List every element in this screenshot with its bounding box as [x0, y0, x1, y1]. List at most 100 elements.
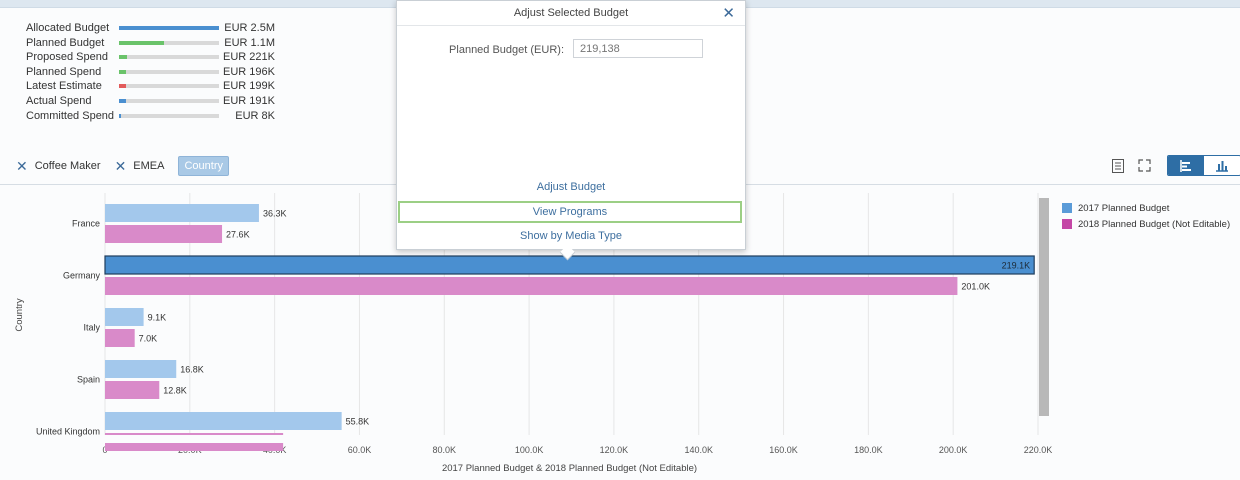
- x-tick-label: 200.0K: [939, 445, 968, 455]
- data-label: 55.8K: [346, 417, 370, 427]
- data-label: 16.8K: [180, 365, 204, 375]
- data-label: 219.1K: [1002, 261, 1031, 271]
- x-tick-label: 220.0K: [1024, 445, 1053, 455]
- table-view-button[interactable]: [1105, 156, 1131, 176]
- data-label: 7.0K: [139, 334, 158, 344]
- summary-label: Committed Spend: [26, 109, 115, 122]
- bar-2017-germany[interactable]: [104, 255, 1035, 275]
- bar-2018-spain[interactable]: [105, 381, 160, 399]
- filter-chip-label: EMEA: [133, 160, 165, 172]
- summary-bar-fill: [119, 40, 164, 45]
- summary-bar: [119, 113, 219, 118]
- summary-row: Planned Budget EUR 1.1M: [26, 36, 286, 51]
- legend-item[interactable]: 2018 Planned Budget (Not Editable): [1062, 216, 1230, 232]
- summary-bar: [119, 84, 219, 89]
- category-label: France: [72, 219, 100, 229]
- bar-2018-italy[interactable]: [105, 329, 135, 347]
- summary-bar: [119, 69, 219, 74]
- category-label: Italy: [83, 323, 100, 333]
- horizontal-bar-icon: [1180, 159, 1191, 172]
- budget-summary-panel: Allocated Budget EUR 2.5M Planned Budget E…: [26, 21, 286, 123]
- vertical-bar-icon: [1216, 160, 1228, 172]
- summary-bar-fill: [119, 98, 126, 103]
- bar-2018-france[interactable]: [105, 225, 223, 243]
- category-label: Spain: [77, 375, 100, 385]
- drilldown-chip-country[interactable]: Country: [178, 156, 230, 176]
- x-tick-label: 80.0K: [433, 445, 457, 455]
- summary-label: Proposed Spend: [26, 51, 108, 64]
- summary-value: EUR 2.5M: [224, 22, 275, 34]
- legend-label: 2018 Planned Budget (Not Editable): [1078, 218, 1231, 230]
- plot-clip-mask: [105, 435, 1040, 443]
- data-label: 12.8K: [163, 386, 187, 396]
- summary-label: Planned Budget: [26, 36, 105, 49]
- chart-scrollbar[interactable]: [1039, 198, 1049, 416]
- summary-label: Latest Estimate: [26, 80, 102, 93]
- summary-row: Allocated Budget EUR 2.5M: [26, 21, 286, 36]
- filter-chip-coffee-maker[interactable]: ✕ Coffee Maker: [16, 159, 101, 173]
- legend-swatch: [1062, 219, 1072, 229]
- bar-2017-spain[interactable]: [105, 360, 177, 378]
- summary-bar: [119, 98, 219, 103]
- table-icon: [1112, 158, 1124, 173]
- category-label: Germany: [63, 271, 101, 281]
- filter-chip-emea[interactable]: ✕ EMEA: [115, 159, 165, 173]
- fullscreen-button[interactable]: [1131, 156, 1157, 176]
- budget-bar-chart: 020.0K40.0K60.0K80.0K100.0K120.0K140.0K1…: [14, 193, 1053, 474]
- summary-row: Committed Spend EUR 8K: [26, 109, 286, 124]
- filter-chip-label: Coffee Maker: [34, 160, 101, 172]
- summary-row: Proposed Spend EUR 221K: [26, 50, 286, 65]
- x-tick-label: 180.0K: [854, 445, 883, 455]
- bar-2017-italy[interactable]: [105, 308, 144, 326]
- x-tick-label: 160.0K: [769, 445, 798, 455]
- expand-icon: [1137, 159, 1151, 172]
- remove-filter-icon[interactable]: ✕: [16, 158, 28, 174]
- summary-bar: [119, 55, 219, 60]
- chart-legend: 2017 Planned Budget 2018 Planned Budget …: [1062, 200, 1230, 232]
- legend-item[interactable]: 2017 Planned Budget: [1062, 200, 1230, 216]
- x-tick-label: 120.0K: [600, 445, 629, 455]
- adjust-budget-action[interactable]: Adjust Budget: [536, 181, 606, 193]
- summary-value: EUR 221K: [223, 51, 275, 64]
- view-toolbar: [1105, 155, 1240, 176]
- summary-bar: [119, 26, 219, 30]
- summary-value: EUR 191K: [223, 94, 275, 107]
- close-icon[interactable]: ✕: [722, 5, 735, 22]
- bar-2017-united-kingdom[interactable]: [105, 412, 342, 430]
- legend-label: 2017 Planned Budget: [1078, 202, 1170, 214]
- adjust-budget-popover: Adjust Selected Budget ✕ Planned Budget …: [396, 0, 746, 261]
- summary-value: EUR 199K: [223, 80, 275, 93]
- y-axis-title: Country: [14, 298, 25, 332]
- x-tick-label: 60.0K: [348, 445, 372, 455]
- horizontal-bar-button[interactable]: [1168, 156, 1204, 175]
- data-label: 201.0K: [961, 282, 990, 292]
- summary-row: Planned Spend EUR 196K: [26, 65, 286, 80]
- x-tick-label: 140.0K: [684, 445, 713, 455]
- show-by-media-type-action[interactable]: Show by Media Type: [520, 230, 622, 242]
- summary-value: EUR 8K: [235, 109, 275, 122]
- remove-filter-icon[interactable]: ✕: [114, 158, 127, 174]
- summary-bar-fill: [119, 26, 219, 30]
- data-label: 27.6K: [226, 230, 250, 240]
- summary-bar-fill: [119, 55, 127, 60]
- filter-bar: ✕ Coffee Maker ✕ EMEA Country: [16, 156, 243, 176]
- summary-value: EUR 196K: [223, 65, 275, 78]
- vertical-bar-button[interactable]: [1204, 156, 1240, 175]
- summary-row: Latest Estimate EUR 199K: [26, 79, 286, 94]
- summary-label: Actual Spend: [26, 94, 92, 107]
- planned-budget-input[interactable]: [573, 39, 703, 58]
- bar-2018-germany[interactable]: [105, 277, 958, 295]
- summary-row: Actual Spend EUR 191K: [26, 94, 286, 109]
- planned-budget-label: Planned Budget (EUR):: [449, 44, 564, 56]
- popover-header: Adjust Selected Budget ✕: [397, 1, 745, 26]
- summary-label: Planned Spend: [26, 65, 102, 78]
- x-axis-title: 2017 Planned Budget & 2018 Planned Budge…: [442, 463, 697, 474]
- popover-title: Adjust Selected Budget: [513, 7, 629, 19]
- x-tick-label: 100.0K: [515, 445, 544, 455]
- view-programs-action[interactable]: View Programs: [398, 201, 742, 223]
- bar-2017-france[interactable]: [105, 204, 259, 222]
- category-label: United Kingdom: [36, 427, 100, 437]
- data-label: 9.1K: [148, 313, 167, 323]
- data-label: 36.3K: [263, 209, 287, 219]
- summary-bar-fill: [119, 69, 126, 74]
